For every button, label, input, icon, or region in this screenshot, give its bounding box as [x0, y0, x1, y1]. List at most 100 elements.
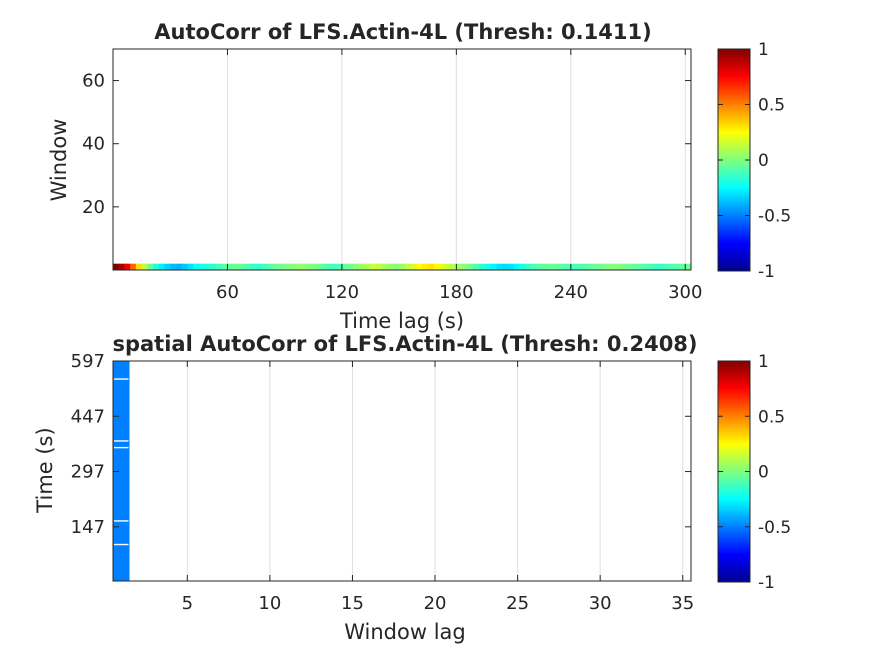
- heatmap-cell: [433, 263, 440, 270]
- heatmap-cell: [341, 263, 349, 270]
- heatmap-cell: [633, 263, 641, 270]
- heatmap-cell: [210, 263, 217, 270]
- heatmap-cell: [587, 263, 595, 270]
- heatmap-cell: [616, 263, 623, 270]
- heatmap-cell: [141, 263, 148, 270]
- heatmap-cell: [170, 263, 177, 270]
- heatmap-cell: [519, 263, 526, 270]
- heatmap-cell: [216, 263, 223, 270]
- x-tick-label: 120: [325, 282, 359, 303]
- heatmap-cell: [244, 263, 251, 270]
- heatmap-cell: [147, 263, 154, 270]
- x-tick-label: 30: [589, 593, 612, 614]
- top-axes-box: [112, 48, 692, 271]
- heatmap-cell: [124, 263, 131, 270]
- top-x-ticks: 60 120 180 240 300: [216, 49, 702, 303]
- heatmap-cell: [530, 263, 538, 270]
- bottom-chart-title: spatial AutoCorr of LFS.Actin-4L (Thresh…: [112, 332, 697, 356]
- heatmap-column: [113, 361, 130, 581]
- x-tick-label: 25: [506, 593, 529, 614]
- colorbar-tick-label: -1: [758, 262, 775, 282]
- heatmap-cell: [473, 263, 480, 270]
- y-tick-label: 40: [82, 134, 105, 155]
- heatmap-cell: [605, 263, 612, 270]
- heatmap-cell: [404, 263, 412, 270]
- heatmap-cell: [198, 263, 206, 270]
- x-tick-label: 10: [258, 593, 281, 614]
- x-tick-label: 240: [554, 282, 588, 303]
- y-tick-label: 20: [82, 197, 105, 218]
- heatmap-cell: [187, 263, 194, 270]
- heatmap-cell: [542, 263, 549, 270]
- heatmap-cell: [628, 263, 635, 270]
- bottom-colorbar: 1 0.5 0 -0.5 -1: [717, 352, 791, 593]
- x-tick-label: 20: [424, 593, 447, 614]
- y-tick-label: 147: [71, 517, 105, 538]
- heatmap-cell: [153, 263, 160, 270]
- x-tick-label: 60: [216, 282, 239, 303]
- colorbar-tick-label: 1: [758, 40, 769, 60]
- heatmap-cell: [324, 263, 332, 270]
- heatmap-cell: [330, 263, 337, 270]
- heatmap-cell: [565, 263, 572, 270]
- heatmap-cell: [347, 263, 354, 270]
- heatmap-cell: [525, 263, 532, 270]
- top-grid: [226, 49, 686, 270]
- colorbar-tick-label: 0: [758, 463, 769, 483]
- heatmap-cell: [685, 263, 692, 270]
- heatmap-cell: [416, 263, 423, 270]
- x-tick-label: 15: [341, 593, 364, 614]
- colorbar-tick-label: 0.5: [758, 407, 785, 427]
- heatmap-cell: [462, 263, 469, 270]
- heatmap-cell: [553, 263, 560, 270]
- heatmap-cell: [576, 263, 583, 270]
- heatmap-cell: [582, 263, 589, 270]
- heatmap-cell: [278, 263, 286, 270]
- heatmap-cell: [221, 263, 229, 270]
- x-tick-label: 35: [671, 593, 694, 614]
- heatmap-cell: [313, 263, 320, 270]
- y-tick-label: 60: [82, 71, 105, 92]
- heatmap-cell: [622, 263, 629, 270]
- heatmap-cell: [175, 263, 183, 270]
- heatmap-cell: [359, 263, 366, 270]
- heatmap-cell: [668, 263, 675, 270]
- heatmap-cell: [536, 263, 543, 270]
- heatmap-cell: [410, 263, 417, 270]
- heatmap-cell: [118, 263, 126, 270]
- heatmap-cell: [679, 263, 686, 270]
- heatmap-cell: [484, 263, 492, 270]
- colorbar-tick-label: -0.5: [758, 518, 791, 538]
- heatmap-cell: [507, 263, 515, 270]
- heatmap-cell: [673, 263, 681, 270]
- top-x-axis-label: Time lag (s): [339, 309, 464, 333]
- heatmap-cell: [290, 263, 297, 270]
- bottom-plot-area: [113, 361, 691, 581]
- heatmap-cell: [233, 263, 240, 270]
- heatmap-cell: [301, 263, 309, 270]
- top-chart-title: AutoCorr of LFS.Actin-4L (Thresh: 0.1411…: [154, 20, 651, 44]
- top-y-ticks: 20 40 60: [82, 71, 691, 218]
- heatmap-cell: [256, 263, 263, 270]
- heatmap-cell: [650, 263, 658, 270]
- top-colorbar: 1 0.5 0 -0.5 -1: [717, 40, 791, 282]
- heatmap-cell: [261, 263, 269, 270]
- heatmap-cell: [307, 263, 314, 270]
- heatmap-cell: [296, 263, 303, 270]
- y-tick-label: 297: [71, 462, 105, 483]
- heatmap-cell: [381, 263, 389, 270]
- heatmap-cell: [467, 263, 475, 270]
- heatmap-cell: [336, 263, 343, 270]
- top-heatmap-cells: [113, 263, 692, 270]
- heatmap-cell: [656, 263, 663, 270]
- heatmap-cell: [645, 263, 652, 270]
- top-plot-area: [113, 49, 691, 270]
- top-y-axis-label: Window: [47, 119, 71, 202]
- heatmap-cell: [513, 263, 520, 270]
- heatmap-cell: [502, 263, 509, 270]
- heatmap-cell: [370, 263, 377, 270]
- x-tick-label: 300: [668, 282, 702, 303]
- y-tick-label: 597: [71, 351, 105, 372]
- heatmap-cell: [204, 263, 211, 270]
